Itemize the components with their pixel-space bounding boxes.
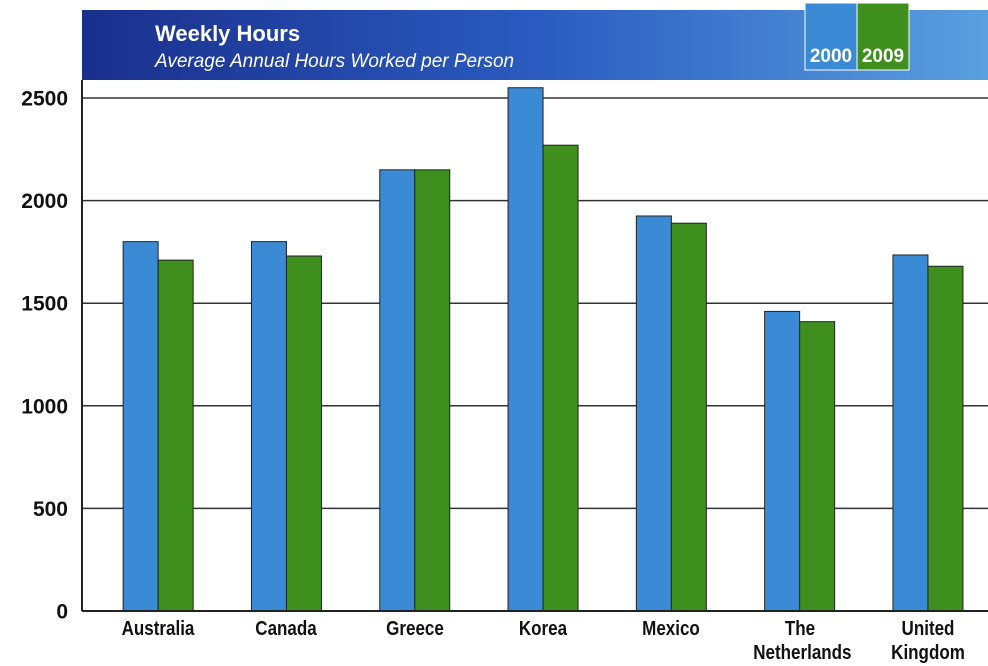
bar bbox=[799, 321, 836, 612]
bar bbox=[285, 255, 322, 612]
bar bbox=[507, 87, 544, 612]
y-tick-label: 2000 bbox=[21, 190, 68, 213]
x-tick-label: Canada bbox=[255, 618, 318, 640]
y-tick-label: 0 bbox=[56, 601, 68, 624]
x-tick-label: Greece bbox=[385, 618, 444, 640]
legend-label: 2000 bbox=[810, 46, 852, 67]
x-tick-label: Mexico bbox=[642, 618, 701, 640]
x-tick-label: The Netherlands bbox=[752, 618, 852, 664]
bar bbox=[122, 241, 159, 612]
bar bbox=[927, 265, 964, 612]
bar bbox=[157, 259, 194, 612]
y-tick-label: 500 bbox=[33, 498, 68, 521]
bar bbox=[414, 169, 451, 612]
legend-label: 2009 bbox=[862, 46, 904, 67]
y-tick-label: 1000 bbox=[21, 395, 68, 418]
chart-title: Weekly Hours bbox=[155, 21, 300, 46]
y-tick-label: 2500 bbox=[21, 88, 68, 111]
bar bbox=[764, 310, 801, 612]
legend-swatch bbox=[856, 2, 910, 71]
bar bbox=[542, 144, 579, 612]
y-tick-label: 1500 bbox=[21, 293, 68, 316]
bar bbox=[379, 169, 416, 612]
bar bbox=[670, 222, 707, 612]
bar bbox=[635, 215, 672, 612]
x-tick-label: Korea bbox=[518, 618, 568, 640]
x-tick-label: United Kingdom bbox=[891, 618, 965, 664]
bar bbox=[250, 241, 287, 612]
x-tick-label: Australia bbox=[121, 618, 195, 640]
bar bbox=[892, 254, 929, 612]
chart-subtitle: Average Annual Hours Worked per Person bbox=[154, 51, 514, 72]
